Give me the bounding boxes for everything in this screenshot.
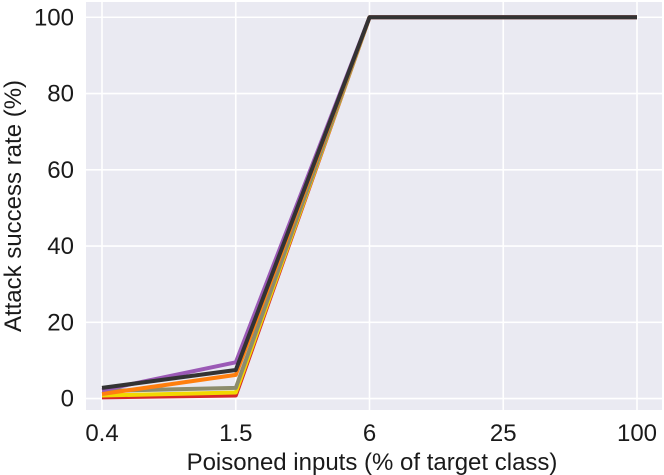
x-tick-label: 1.5 [219, 420, 252, 447]
x-tick-label: 6 [363, 420, 376, 447]
x-tick-label: 25 [490, 420, 517, 447]
series-lines [101, 15, 637, 400]
x-tick-label: 100 [617, 420, 657, 447]
y-tick-labels: 0 20 40 60 80 100 [34, 4, 74, 412]
series-line-6 [101, 15, 637, 390]
y-axis-label: Attack success rate (%) [0, 80, 27, 332]
y-tick-label: 40 [47, 233, 74, 260]
plot-area [86, 2, 662, 410]
y-tick-label: 20 [47, 309, 74, 336]
y-tick-label: 100 [34, 4, 74, 31]
y-tick-label: 80 [47, 81, 74, 108]
y-tick-label: 0 [61, 386, 74, 413]
x-tick-labels: 0.4 1.5 6 25 100 [85, 420, 657, 447]
x-axis-label: Poisoned inputs (% of target class) [187, 449, 558, 475]
grid-lines [86, 2, 662, 410]
x-tick-label: 0.4 [85, 420, 118, 447]
y-tick-label: 60 [47, 157, 74, 184]
